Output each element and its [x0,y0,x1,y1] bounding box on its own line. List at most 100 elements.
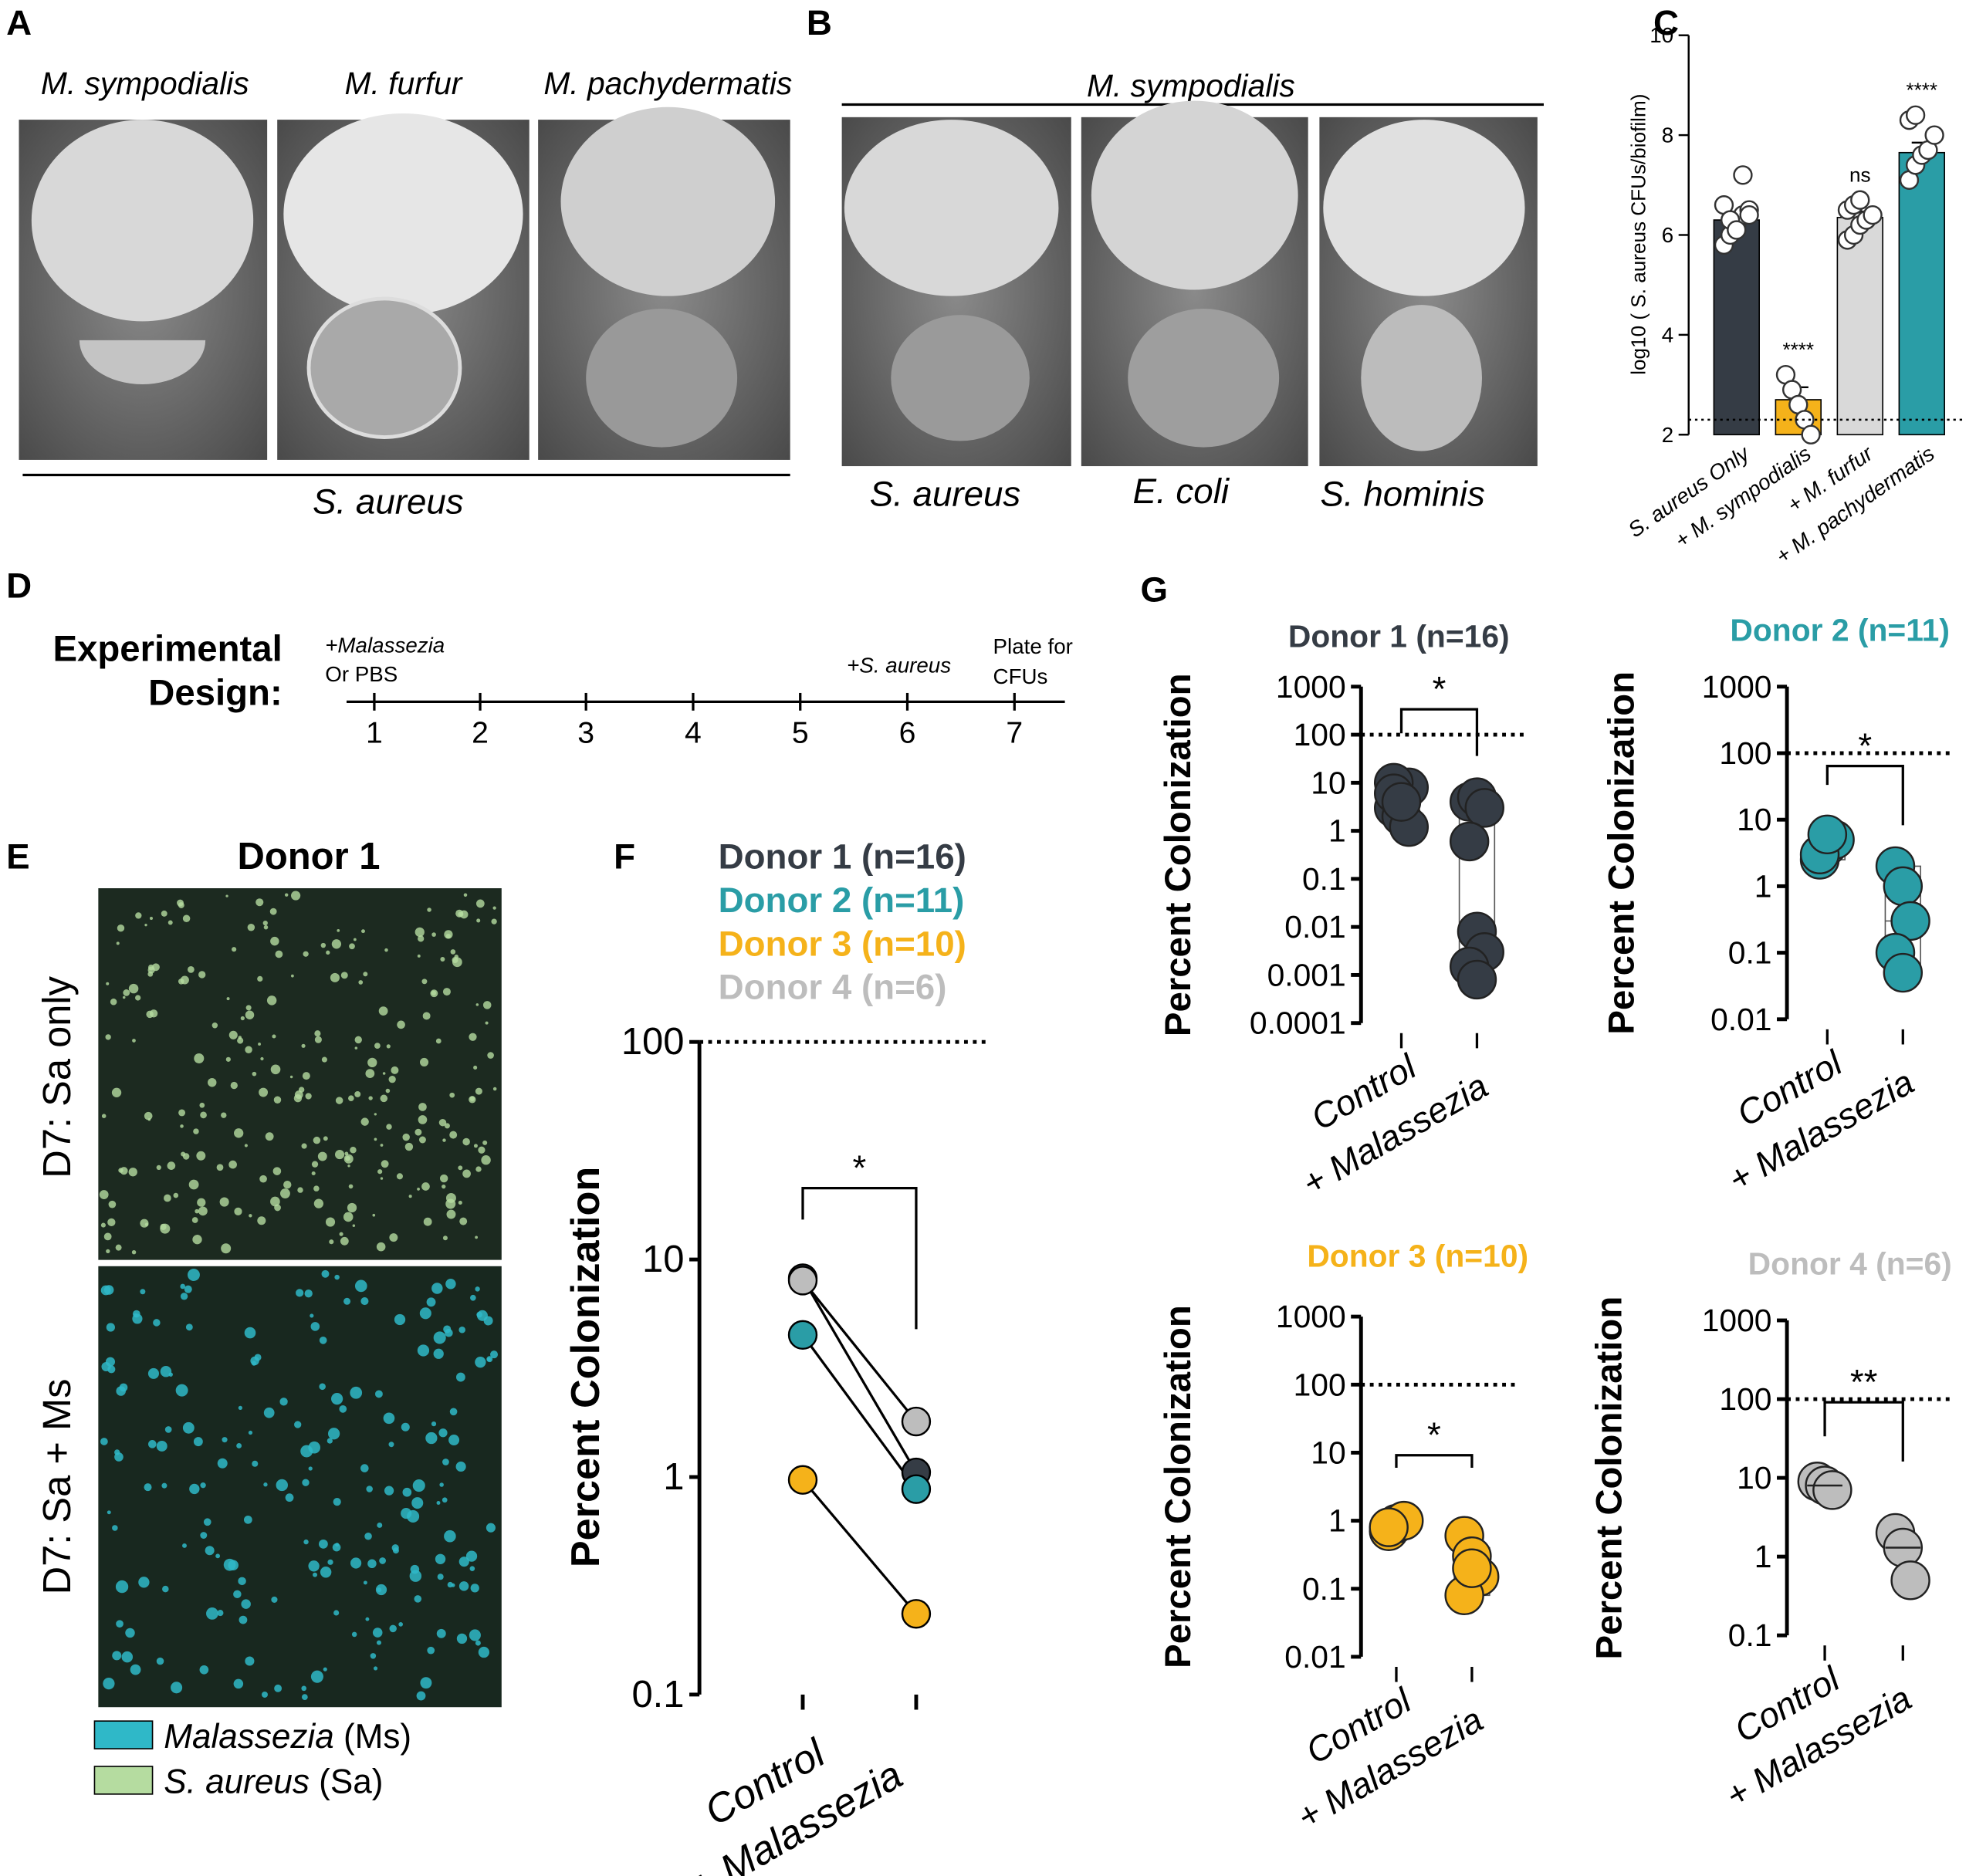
data-point [1850,190,1870,210]
data-point [901,1599,932,1629]
cell [311,1171,316,1176]
cell [225,1056,231,1062]
cell [105,1034,111,1040]
y-tick-label: 6 [1662,223,1673,247]
legend-swatch [93,1720,154,1749]
cell [146,1010,154,1019]
legend-label: Donor 4 (n=6) [719,968,947,1007]
cell [442,1138,446,1142]
cell [459,1217,468,1225]
cell [381,1160,389,1168]
cell [458,1581,469,1591]
cell [274,1684,283,1692]
cell [215,1553,221,1559]
y-tick-label: 100 [1294,1367,1346,1402]
cell [475,1357,486,1368]
data-point [787,1465,818,1495]
cell [473,1144,478,1148]
y-tick-label: 10 [1649,23,1673,47]
cell [308,1441,321,1454]
cell [266,995,277,1006]
cell [327,1428,340,1440]
cell [147,971,154,977]
cell [327,1559,333,1565]
significance-label: ns [1849,164,1871,187]
cell [396,1173,403,1180]
strain-label: M. furfur [345,66,463,101]
data-point [1449,821,1490,862]
panel-letter: D [6,566,32,606]
y-tick-label: 0.01 [1284,909,1345,945]
cell [128,1168,137,1177]
cell [469,1096,476,1104]
cell [438,1118,447,1127]
cell [147,1367,159,1379]
cell [238,1577,246,1586]
cell [333,1610,340,1616]
cell [436,1628,446,1638]
cell [181,1151,186,1157]
y-tick-label: 0.0001 [1250,1006,1346,1041]
strain-label: M. sympodialis [1087,68,1295,103]
cell [343,1212,354,1222]
cell [234,1128,244,1138]
significance-label: * [853,1148,867,1188]
event-label: CFUs [993,664,1048,688]
panel-letter: C [1653,3,1679,42]
cell [418,1136,426,1144]
cell [361,929,365,934]
cell [208,1077,217,1087]
cell [407,1509,420,1523]
cell [490,1350,499,1359]
data-point [1924,125,1944,145]
cell [123,989,130,996]
data-point [901,1474,932,1504]
cell [272,1034,276,1039]
panel-b: B M. sympodialis S. aureus E. coli S. ho… [807,3,1544,513]
cell [301,1685,307,1692]
cell [180,1283,186,1290]
cell [323,1136,328,1141]
cell [478,1646,490,1658]
cell [171,1682,183,1694]
cell [182,914,191,923]
cell [131,1250,137,1255]
cell [216,1164,224,1171]
cell [445,1279,456,1290]
cell [206,1607,218,1620]
cell [285,1493,294,1502]
legend-suffix: (Ms) [343,1717,411,1755]
strain-label: M. sympodialis [41,66,249,101]
cell [374,1113,377,1116]
colony [283,113,523,316]
cell [276,1479,288,1492]
cell [319,1336,327,1344]
cell [106,1249,110,1254]
significance-bracket [1823,1401,1904,1462]
y-tick-label: 2 [1662,423,1673,447]
cell [259,1087,269,1097]
cell [337,928,340,932]
legend-label: Donor 1 (n=16) [719,837,966,877]
cell [217,1458,228,1469]
cell [327,1438,333,1444]
cell [486,1356,493,1363]
cell [451,1583,455,1587]
cell [475,1640,481,1646]
cell [303,1539,309,1545]
cell [478,1146,486,1154]
cell [431,932,436,937]
cell [314,1036,322,1043]
strain-label: S. aureus [870,474,1021,513]
cell [492,906,496,910]
cell [485,1021,489,1025]
cell [263,1407,275,1418]
y-tick-label: 0.01 [1710,1002,1771,1037]
cell [99,1190,109,1199]
cell [156,1657,164,1665]
y-tick-label: 10 [1311,765,1345,800]
panel-letter: G [1141,570,1169,610]
cell [389,1233,398,1242]
cell [270,936,279,946]
